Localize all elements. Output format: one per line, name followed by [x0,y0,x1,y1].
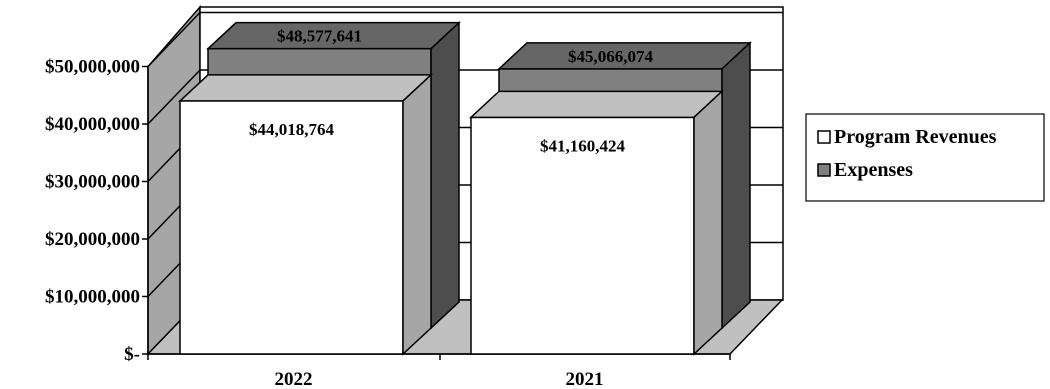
data-label-revenues-2022: $44,018,764 [249,120,335,139]
y-tick-label: $50,000,000 [45,57,140,78]
bar-revenues-top-2022 [178,74,433,102]
legend-box [805,113,1045,202]
legend-swatch-0 [817,130,831,144]
gridline-side [147,69,201,125]
y-tick-label: $40,000,000 [45,114,140,135]
x-tick-label-2021: 2021 [566,369,604,389]
data-label-revenues-2021: $41,160,424 [540,136,626,155]
bar-revenues-top-2021 [469,90,724,119]
y-tick-label: $30,000,000 [45,172,140,193]
legend-swatch-1 [817,163,831,177]
bar-revenues-side-2022 [402,73,432,356]
bar-revenues-side-2021 [693,89,723,356]
legend-label-1: Expenses [834,159,913,181]
y-tick-label: $20,000,000 [45,229,140,250]
y-tick-label: $- [124,344,140,365]
legend-label-0: Program Revenues [834,126,997,148]
x-tick-label-2022: 2022 [275,369,313,389]
gridline-side [147,11,201,68]
data-label-expenses-2021: $45,066,074 [568,47,654,66]
bar-expenses-side-2022 [430,20,460,330]
y-tick-label: $10,000,000 [45,287,140,308]
data-label-expenses-2022: $48,577,641 [277,27,362,46]
bar-expenses-side-2021 [721,41,751,330]
